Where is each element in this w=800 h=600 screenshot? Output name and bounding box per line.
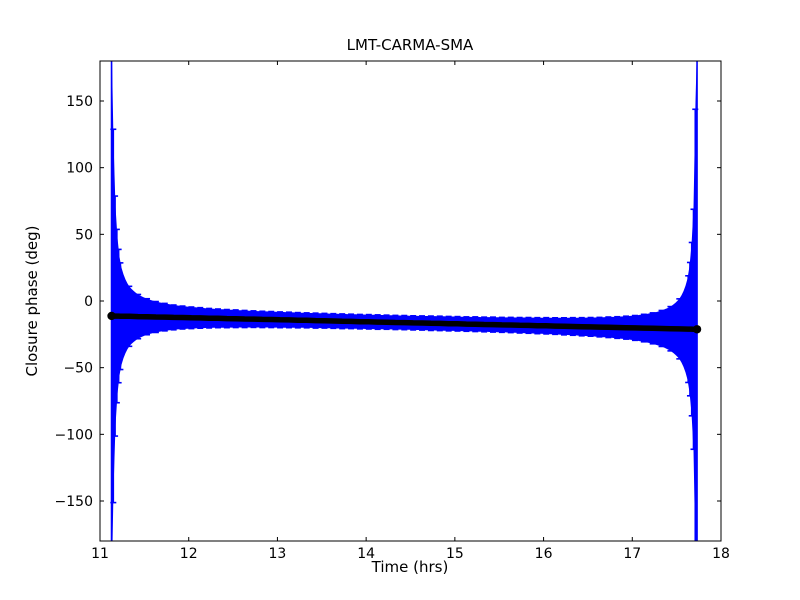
y-tick-label: −150 <box>55 494 93 510</box>
x-tick-label: 17 <box>623 546 641 562</box>
tick-layer: 11 12 13 14 15 16 17 18 −150 −100 −50 0 50 100 150 <box>55 61 730 562</box>
y-tick-label: 0 <box>84 294 93 310</box>
x-tick-label: 13 <box>269 546 287 562</box>
y-tick-label: −50 <box>63 361 93 377</box>
x-tick-label: 18 <box>712 546 730 562</box>
y-tick-label: −100 <box>55 427 93 443</box>
y-axis-label: Closure phase (deg) <box>23 226 41 377</box>
phase-line <box>108 313 700 333</box>
x-tick-label: 16 <box>535 546 553 562</box>
x-tick-label: 14 <box>357 546 375 562</box>
x-tick-label: 11 <box>91 546 109 562</box>
x-tick-label: 15 <box>446 546 464 562</box>
y-tick-label: 50 <box>75 227 93 243</box>
data-layer <box>107 61 702 541</box>
chart-title: LMT-CARMA-SMA <box>347 36 474 54</box>
x-tick-label: 12 <box>180 546 198 562</box>
x-axis-label: Time (hrs) <box>371 558 449 576</box>
y-tick-label: 150 <box>66 94 93 110</box>
y-tick-label: 100 <box>66 161 93 177</box>
axes-frame <box>99 60 722 542</box>
phase-point-last <box>692 325 702 334</box>
phase-point-first <box>107 311 116 321</box>
